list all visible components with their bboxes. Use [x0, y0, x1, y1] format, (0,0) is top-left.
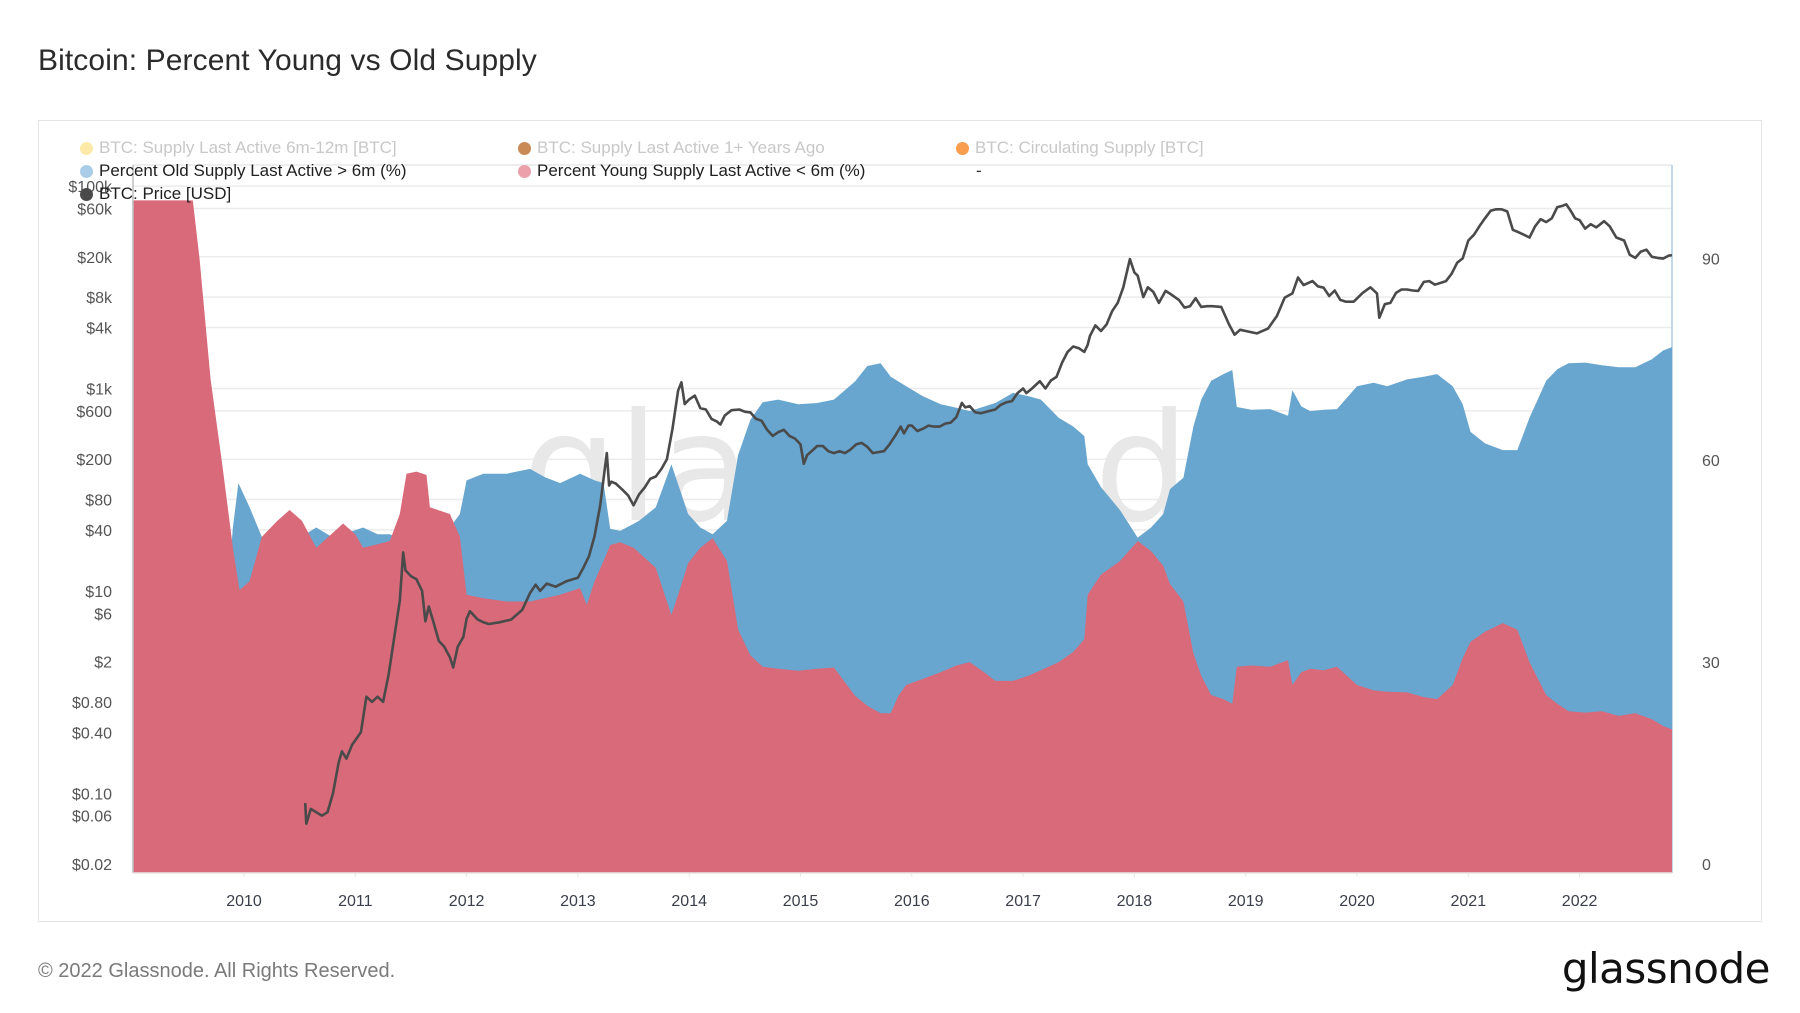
x-tick-label: 2017 — [1005, 893, 1041, 910]
legend-label: BTC: Price [USD] — [99, 184, 232, 203]
legend-dot-icon — [518, 141, 531, 155]
legend-label: BTC: Circulating Supply [BTC] — [975, 138, 1204, 157]
y-left-tick-label: $8k — [86, 290, 113, 307]
y-left-tick-label: $60k — [77, 202, 113, 219]
y-left-tick-label: $1k — [86, 381, 113, 398]
legend-dot-icon — [80, 187, 93, 201]
legend-label: BTC: Supply Last Active 6m-12m [BTC] — [99, 138, 397, 157]
x-tick-label: 2012 — [449, 893, 485, 910]
x-tick-label: 2010 — [226, 893, 262, 910]
x-tick-label: 2011 — [338, 893, 373, 910]
y-right-tick-label: 60 — [1702, 453, 1720, 470]
y-left-tick-label: $4k — [86, 321, 113, 338]
copyright-footer: © 2022 Glassnode. All Rights Reserved. — [38, 960, 396, 982]
y-left-tick-label: $20k — [77, 250, 113, 267]
y-left-tick-label: $10 — [85, 584, 112, 601]
y-left-tick-label: $80 — [85, 492, 112, 509]
legend-label: BTC: Supply Last Active 1+ Years Ago — [537, 138, 825, 157]
legend-label: Percent Old Supply Last Active > 6m (%) — [99, 161, 407, 180]
legend-item-btc-price[interactable]: BTC: Price [USD] — [80, 184, 231, 204]
y-left-tick-label: $2 — [94, 655, 112, 672]
legend-item-supply-1y-plus[interactable]: BTC: Supply Last Active 1+ Years Ago — [518, 138, 825, 158]
y-left-tick-label: $200 — [76, 452, 112, 469]
x-tick-label: 2013 — [560, 893, 596, 910]
price-series — [303, 203, 1673, 825]
glassnode-logo: glassnode — [1561, 944, 1771, 993]
x-tick-label: 2018 — [1117, 893, 1153, 910]
legend-label: Percent Young Supply Last Active < 6m (%… — [537, 161, 866, 180]
legend-dot-icon — [518, 164, 531, 178]
legend-dot-icon — [956, 141, 969, 155]
y-right-tick-label: 0 — [1702, 857, 1711, 874]
y-left-tick-label: $0.40 — [72, 725, 112, 742]
legend-dot-icon — [80, 164, 93, 178]
x-tick-label: 2022 — [1562, 893, 1598, 910]
y-left-tick-label: $0.10 — [72, 786, 112, 803]
y-right-tick-label: 90 — [1702, 251, 1720, 268]
legend-item-percent-young[interactable]: Percent Young Supply Last Active < 6m (%… — [518, 161, 865, 181]
x-tick-label: 2015 — [783, 893, 819, 910]
line-btc-price — [303, 203, 1673, 825]
axes: $100k $60k $20k $8k $4k $1k $600 $200 $80 $40 $10 $… — [68, 165, 1720, 910]
y-left-tick-label: $0.06 — [72, 809, 112, 826]
y-right-tick-label: 30 — [1702, 655, 1720, 672]
y-left-tick-label: $6 — [94, 606, 112, 623]
x-tick-label: 2019 — [1228, 893, 1264, 910]
y-left-tick-label: $0.80 — [72, 695, 112, 712]
y-left-tick-label: $0.02 — [72, 857, 112, 874]
y-left-tick-label: $40 — [85, 523, 112, 540]
x-tick-label: 2020 — [1339, 893, 1375, 910]
legend-item-supply-6m-12m[interactable]: BTC: Supply Last Active 6m-12m [BTC] — [80, 138, 397, 158]
area-percent-young — [132, 200, 1673, 873]
x-tick-label: 2021 — [1451, 893, 1487, 910]
legend-item-percent-old[interactable]: Percent Old Supply Last Active > 6m (%) — [80, 161, 407, 181]
chart-container — [38, 120, 1762, 922]
y-left-tick-label: $600 — [76, 404, 112, 421]
legend-dot-icon — [80, 141, 93, 155]
legend-item-circulating-supply[interactable]: BTC: Circulating Supply [BTC] — [956, 138, 1204, 158]
y-left-tick-label: $100k — [68, 179, 113, 196]
area-series — [132, 200, 1673, 874]
x-tick-label: 2014 — [671, 893, 707, 910]
x-tick-label: 2016 — [894, 893, 930, 910]
chart-title: Bitcoin: Percent Young vs Old Supply — [38, 44, 537, 77]
